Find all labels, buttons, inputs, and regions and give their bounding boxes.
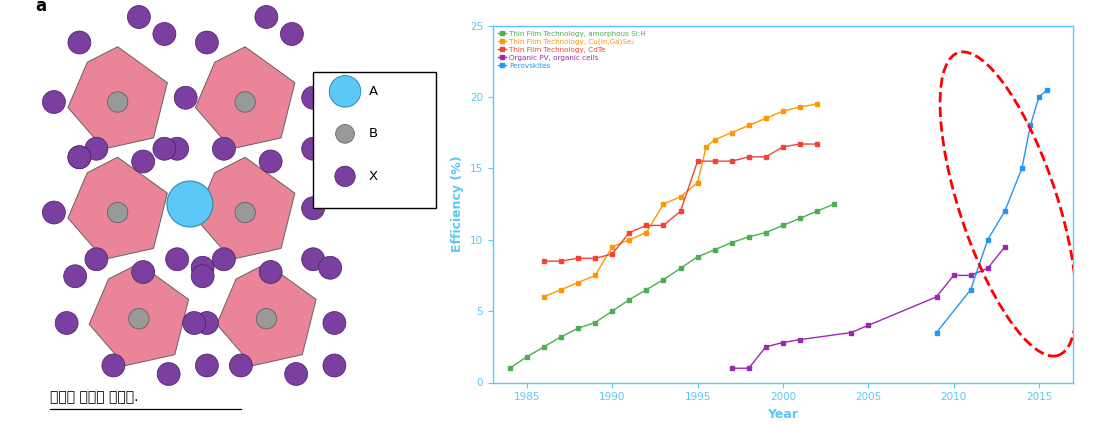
Circle shape <box>64 265 87 288</box>
Circle shape <box>158 363 180 385</box>
Polygon shape <box>195 157 295 259</box>
Polygon shape <box>195 47 295 149</box>
Circle shape <box>174 197 197 220</box>
Circle shape <box>230 354 252 377</box>
Circle shape <box>302 86 324 109</box>
Circle shape <box>336 125 355 143</box>
Circle shape <box>319 256 342 279</box>
Circle shape <box>260 150 283 173</box>
Polygon shape <box>68 157 168 259</box>
Circle shape <box>195 312 218 334</box>
Circle shape <box>174 86 197 109</box>
Circle shape <box>235 92 255 112</box>
Text: X: X <box>368 170 378 183</box>
Text: a: a <box>35 0 46 14</box>
Circle shape <box>192 265 215 288</box>
Circle shape <box>302 248 324 271</box>
Circle shape <box>280 23 303 45</box>
Circle shape <box>43 201 66 224</box>
Text: 연구가 필요한 부분임.: 연구가 필요한 부분임. <box>49 391 138 405</box>
Circle shape <box>127 6 150 28</box>
Circle shape <box>153 137 176 160</box>
Circle shape <box>235 202 255 223</box>
Circle shape <box>256 309 277 329</box>
Circle shape <box>330 76 360 107</box>
Circle shape <box>323 354 346 377</box>
Circle shape <box>153 23 176 45</box>
Circle shape <box>335 166 355 187</box>
Y-axis label: Efficiency (%): Efficiency (%) <box>451 156 464 252</box>
Circle shape <box>107 92 128 112</box>
Circle shape <box>85 248 108 271</box>
Circle shape <box>302 197 324 220</box>
Circle shape <box>55 312 78 334</box>
X-axis label: Year: Year <box>768 408 798 421</box>
Circle shape <box>285 363 308 385</box>
Polygon shape <box>217 264 316 366</box>
Bar <box>313 72 437 208</box>
Text: B: B <box>368 128 378 140</box>
Circle shape <box>85 137 108 160</box>
Circle shape <box>43 91 66 113</box>
Polygon shape <box>68 47 168 149</box>
Circle shape <box>166 181 212 227</box>
Circle shape <box>68 146 91 169</box>
Circle shape <box>131 150 154 173</box>
Circle shape <box>183 312 206 334</box>
Circle shape <box>255 6 278 28</box>
Circle shape <box>192 256 215 279</box>
Legend: Thin Film Technology, amorphous Si:H, Thin Film Technology, Cu(In,Ga)Se₂, Thin F: Thin Film Technology, amorphous Si:H, Th… <box>496 29 647 70</box>
Circle shape <box>107 202 128 223</box>
Circle shape <box>302 137 324 160</box>
Polygon shape <box>89 264 188 366</box>
Circle shape <box>165 137 188 160</box>
Circle shape <box>212 248 235 271</box>
Circle shape <box>68 146 91 169</box>
Circle shape <box>102 354 125 377</box>
Circle shape <box>129 309 149 329</box>
Text: A: A <box>368 85 378 98</box>
Circle shape <box>323 312 346 334</box>
Circle shape <box>195 31 218 54</box>
Circle shape <box>131 261 154 283</box>
Circle shape <box>165 248 188 271</box>
Circle shape <box>68 31 91 54</box>
Circle shape <box>260 261 283 283</box>
Circle shape <box>195 354 218 377</box>
Circle shape <box>212 137 235 160</box>
